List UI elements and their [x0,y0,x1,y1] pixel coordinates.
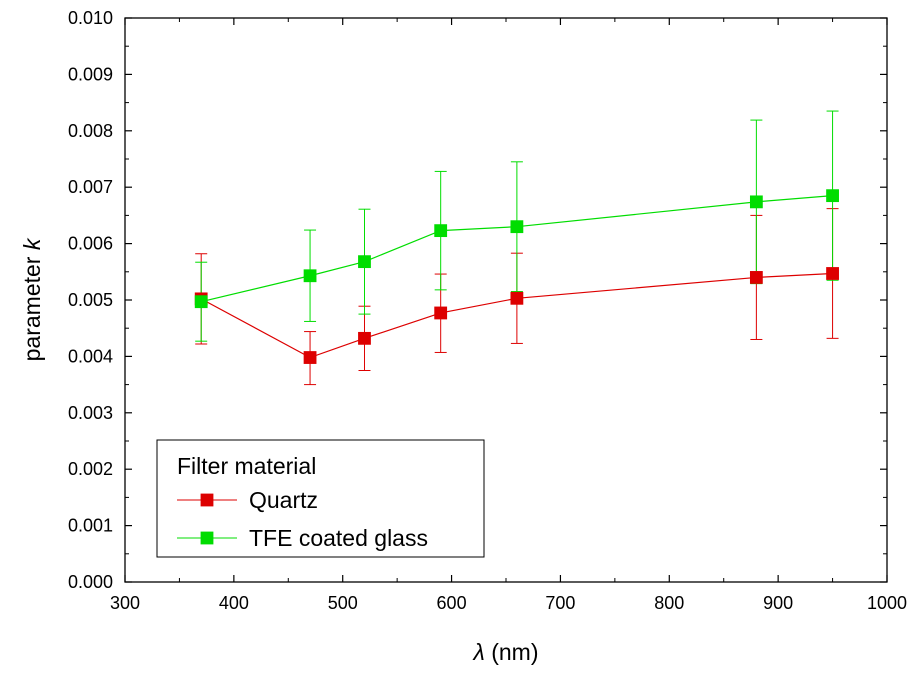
y-tick-label: 0.005 [68,290,113,310]
x-tick-label: 800 [654,593,684,613]
x-tick-label: 1000 [867,593,907,613]
data-point-quartz [826,267,839,280]
x-tick-label: 700 [545,593,575,613]
legend-marker-quartz [200,493,214,507]
data-point-quartz [434,306,448,320]
data-point-quartz [303,351,317,364]
legend-label-quartz: Quartz [249,487,318,513]
error-bars [195,110,839,386]
y-tick-label: 0.002 [68,459,113,479]
data-point-tfe-coated-glass [303,269,317,283]
y-axis-label-text: parameter [19,250,45,361]
x-axis-unit: (nm) [485,639,539,665]
legend: Filter material Quartz TFE coated glass [156,439,485,558]
x-axis-symbol: λ [472,639,485,665]
y-tick-label: 0.004 [68,346,113,366]
data-point-quartz [510,291,524,305]
x-tick-label: 500 [328,593,358,613]
data-point-tfe-coated-glass [826,189,839,203]
legend-marker-tfe-coated-glass [200,531,214,545]
y-axis-title: parameter k [19,237,45,361]
legend-title: Filter material [177,453,316,479]
x-tick-label: 900 [763,593,793,613]
data-point-tfe-coated-glass [749,195,763,209]
y-tick-label: 0.006 [68,234,113,254]
y-tick-label: 0.001 [68,516,113,536]
x-tick-label: 400 [219,593,249,613]
y-axis-symbol: k [19,237,45,250]
y-tick-label: 0.007 [68,177,113,197]
y-tick-label: 0.003 [68,403,113,423]
data-point-tfe-coated-glass [358,255,371,269]
x-axis-title: λ (nm) [472,639,539,665]
data-point-tfe-coated-glass [510,220,524,234]
data-point-tfe-coated-glass [194,295,208,309]
y-tick-label: 0.010 [68,8,113,28]
data-point-quartz [749,271,763,284]
y-tick-label: 0.000 [68,572,113,592]
y-tick-label: 0.009 [68,64,113,84]
y-tick-label: 0.008 [68,121,113,141]
series-markers [194,189,839,364]
axis-ticks: 300 400 500 600 700 800 900 1000 0.000 0.001 0.002… [68,8,907,613]
data-point-tfe-coated-glass [434,224,448,238]
x-tick-label: 300 [110,593,140,613]
legend-label-tfe-coated-glass: TFE coated glass [249,525,428,551]
x-tick-label: 600 [437,593,467,613]
data-point-quartz [358,331,371,345]
